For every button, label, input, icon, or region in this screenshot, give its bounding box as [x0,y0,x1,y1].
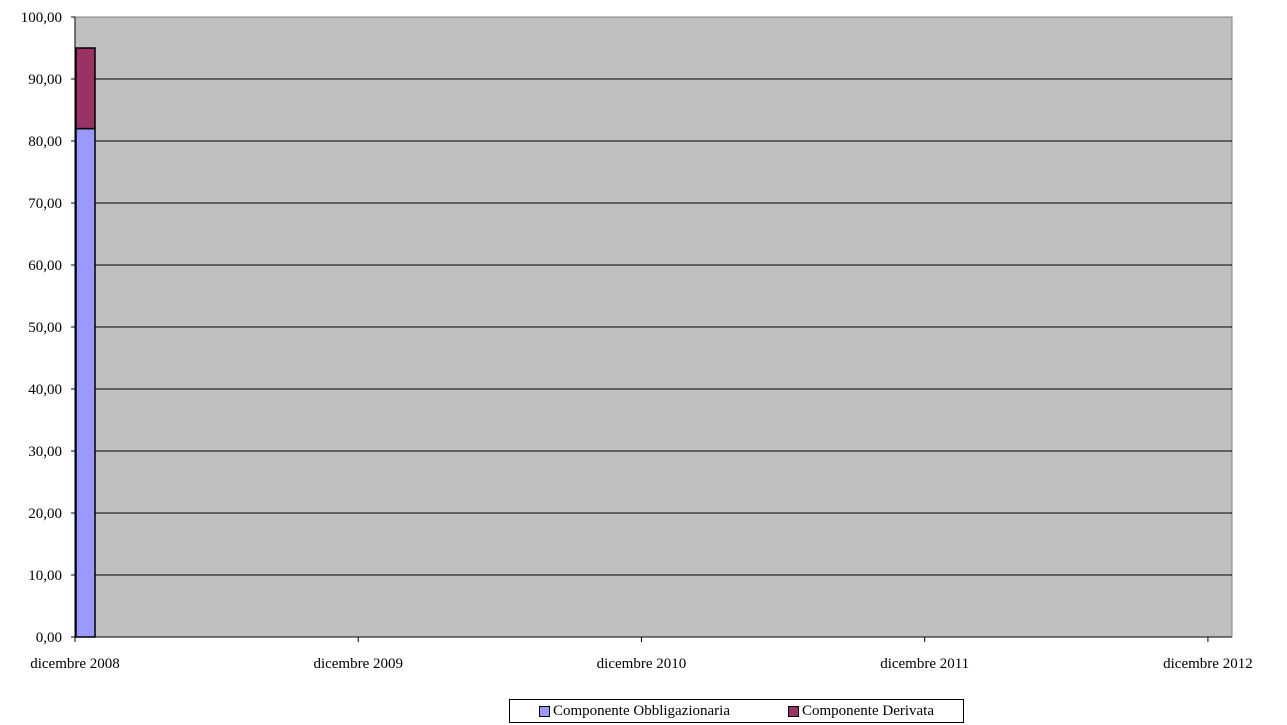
y-tick-label: 20,00 [28,506,62,522]
y-tick-label: 10,00 [28,568,62,584]
legend-label-derivata: Componente Derivata [801,702,935,719]
y-tick-label: 80,00 [28,134,62,150]
y-tick-label: 100,00 [21,10,62,26]
bars [75,47,96,638]
legend-item-derivata: Componente Derivata [787,702,935,720]
legend-item-obbligazionaria: Componente Obbligazionaria [538,702,731,720]
legend-swatch-obbligazionaria [538,705,550,717]
bar-segment-obbligazionaria [75,127,96,638]
legend-label-obbligazionaria: Componente Obbligazionaria [552,702,731,719]
y-tick-label: 70,00 [28,196,62,212]
x-tick-label: dicembre 2012 [1163,656,1253,672]
plot-area [74,16,1233,638]
y-tick-label: 40,00 [28,382,62,398]
y-tick-label: 90,00 [28,72,62,88]
x-tick-label: dicembre 2010 [597,656,687,672]
y-tick-label: 50,00 [28,320,62,336]
axes: 0,00 10,00 20,00 30,00 40,00 50,00 60,00 70,00 8… [21,10,1253,672]
bar-segment-derivata [75,47,96,130]
legend-swatch-derivata [787,705,799,717]
x-tick-label: dicembre 2011 [880,656,969,672]
legend: Componente Obbligazionaria Componente De… [509,699,964,723]
x-tick-label: dicembre 2009 [313,656,403,672]
y-tick-label: 60,00 [28,258,62,274]
y-tick-label: 0,00 [36,630,62,646]
x-tick-label: dicembre 2008 [30,656,120,672]
y-tick-label: 30,00 [28,444,62,460]
